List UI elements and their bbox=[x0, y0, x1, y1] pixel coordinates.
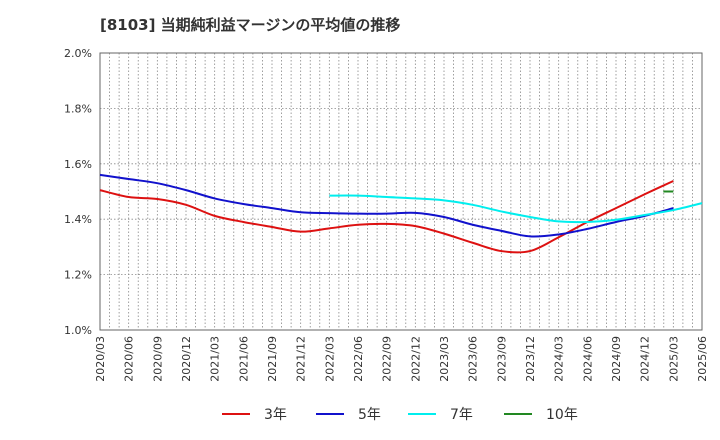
x-tick-label: 2021/09 bbox=[266, 336, 279, 382]
x-tick-label: 2020/06 bbox=[123, 336, 136, 382]
plot-border bbox=[99, 52, 703, 331]
x-tick-label: 2024/12 bbox=[639, 336, 652, 382]
x-tick-label: 2024/09 bbox=[610, 336, 623, 382]
series-line-5年 bbox=[99, 173, 674, 238]
x-tick-label: 2021/06 bbox=[237, 336, 250, 382]
x-axis-ticks: 2020/03 2020/06 2020/09 2020/12 2021/03 2021/… bbox=[94, 336, 709, 382]
x-tick-label: 2020/03 bbox=[94, 336, 107, 382]
legend-label: 7年 bbox=[450, 407, 473, 423]
x-tick-label: 2023/12 bbox=[524, 336, 537, 382]
grid-lines bbox=[100, 53, 702, 330]
x-tick-label: 2023/09 bbox=[495, 336, 508, 382]
y-tick-label: 1.4% bbox=[64, 213, 92, 226]
x-tick-label: 2022/06 bbox=[352, 336, 365, 382]
x-tick-label: 2021/12 bbox=[295, 336, 308, 382]
x-tick-label: 2022/12 bbox=[409, 336, 422, 382]
x-tick-label: 2022/03 bbox=[323, 336, 336, 382]
x-tick-label: 2021/03 bbox=[209, 336, 222, 382]
y-tick-label: 1.8% bbox=[64, 102, 92, 115]
series-lines bbox=[99, 173, 703, 254]
y-tick-label: 1.6% bbox=[64, 158, 92, 171]
x-tick-label: 2022/09 bbox=[381, 336, 394, 382]
x-tick-label: 2023/06 bbox=[467, 336, 480, 382]
legend-label: 5年 bbox=[358, 407, 381, 423]
series-line-7年 bbox=[329, 194, 703, 224]
legend-label: 10年 bbox=[546, 407, 578, 423]
chart-title: [8103] 当期純利益マージンの平均値の推移 bbox=[100, 16, 401, 34]
x-tick-label: 2024/03 bbox=[553, 336, 566, 382]
y-tick-label: 1.2% bbox=[64, 269, 92, 282]
legend: 3年 5年 7年 10年 bbox=[222, 407, 578, 423]
x-tick-label: 2025/03 bbox=[667, 336, 680, 382]
series-line-3年 bbox=[99, 180, 674, 254]
y-axis-ticks: 1.0% 1.2% 1.4% 1.6% 1.8% 2.0% bbox=[64, 47, 92, 337]
x-tick-label: 2020/09 bbox=[151, 336, 164, 382]
x-tick-label: 2024/06 bbox=[581, 336, 594, 382]
legend-label: 3年 bbox=[264, 407, 287, 423]
x-tick-label: 2023/03 bbox=[438, 336, 451, 382]
y-tick-label: 1.0% bbox=[64, 324, 92, 337]
y-tick-label: 2.0% bbox=[64, 47, 92, 60]
x-tick-label: 2025/06 bbox=[696, 336, 709, 382]
x-tick-label: 2020/12 bbox=[180, 336, 193, 382]
